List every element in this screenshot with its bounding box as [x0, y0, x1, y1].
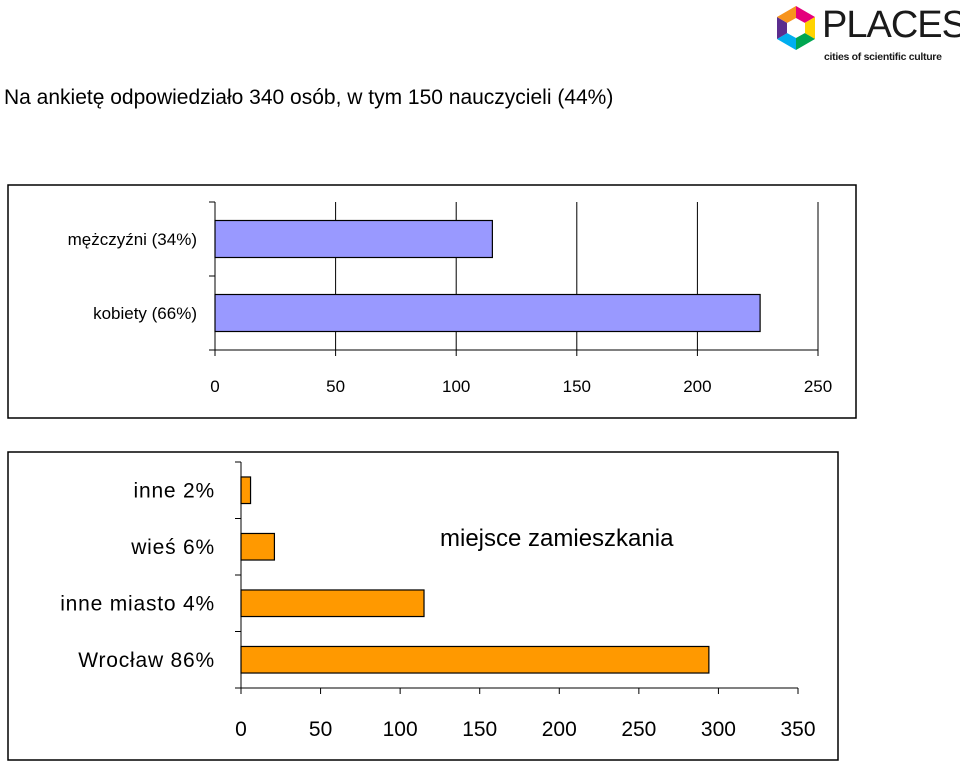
x-tick-label: 200 — [683, 377, 711, 396]
logo-tagline: cities of scientific culture — [824, 51, 942, 63]
category-label: wieś 6% — [130, 536, 215, 559]
x-tick-label: 300 — [701, 718, 736, 741]
x-tick-label: 100 — [383, 718, 418, 741]
x-tick-label: 150 — [462, 718, 497, 741]
page-title: Na ankietę odpowiedziało 340 osób, w tym… — [4, 86, 614, 109]
chart-annotation: miejsce zamieszkania — [440, 525, 674, 552]
x-tick-label: 50 — [326, 377, 345, 396]
logo-wordmark: PLACES — [822, 4, 960, 46]
x-tick-label: 350 — [780, 718, 815, 741]
category-label: inne miasto 4% — [60, 593, 215, 616]
bar — [214, 219, 493, 259]
bar — [240, 476, 252, 505]
x-tick-label: 100 — [442, 377, 470, 396]
bar — [240, 645, 710, 674]
category-label: inne 2% — [134, 480, 216, 503]
x-tick-label: 250 — [621, 718, 656, 741]
bar — [240, 589, 425, 618]
category-label: mężczyźni (34%) — [68, 230, 197, 249]
places-logo-icon — [777, 6, 815, 50]
places-logo: PLACES cities of scientific culture — [770, 2, 960, 66]
category-label: kobiety (66%) — [93, 304, 197, 323]
x-tick-label: 250 — [804, 377, 832, 396]
category-label: Wrocław 86% — [78, 649, 215, 672]
bar — [240, 532, 276, 561]
x-tick-label: 150 — [563, 377, 591, 396]
x-tick-label: 0 — [235, 718, 247, 741]
x-tick-label: 50 — [309, 718, 332, 741]
x-tick-label: 200 — [542, 718, 577, 741]
bar — [214, 293, 761, 333]
x-tick-label: 0 — [210, 377, 219, 396]
